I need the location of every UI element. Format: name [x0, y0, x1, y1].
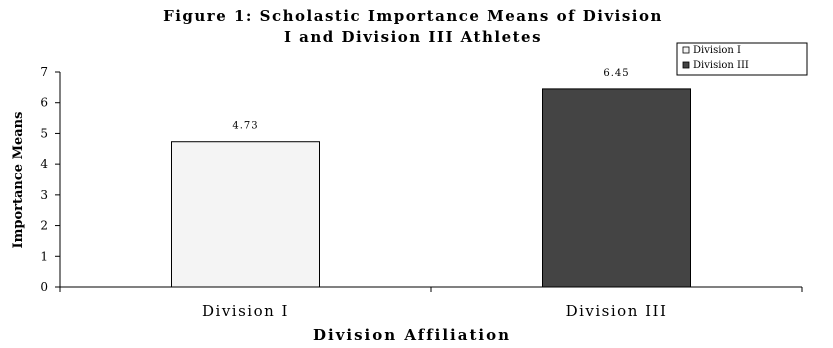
- bar-division-i: [171, 141, 320, 288]
- y-tick-label: 2: [40, 219, 48, 233]
- legend-label-division-iii: Division III: [693, 60, 749, 71]
- y-tick-label: 3: [40, 188, 48, 202]
- x-tick-label: Division III: [566, 302, 668, 320]
- y-tick-label: 0: [40, 280, 48, 294]
- bar-division-iii: [542, 88, 691, 288]
- x-tick-label: Division I: [202, 302, 289, 320]
- legend-swatch-division-i: [682, 46, 690, 54]
- data-label: 4.73: [232, 121, 258, 132]
- chart-title-line-2: I and Division III Athletes: [284, 28, 542, 46]
- y-axis-label: Importance Means: [11, 112, 26, 249]
- legend-swatch-division-iii: [682, 61, 690, 69]
- y-tick-label: 6: [40, 96, 48, 110]
- y-tick-label: 7: [40, 65, 48, 79]
- legend: Division I Division III: [676, 42, 808, 76]
- legend-box: [676, 42, 808, 76]
- y-tick-label: 5: [40, 126, 48, 140]
- legend-label-division-i: Division I: [693, 45, 741, 56]
- x-axis-label: Division Affiliation: [313, 326, 511, 343]
- y-tick-label: 4: [40, 157, 48, 171]
- data-label: 6.45: [603, 68, 629, 79]
- chart-title-line-1: Figure 1: Scholastic Importance Means of…: [163, 7, 663, 25]
- plot-area: 0 1 2 3 4 5 6 7 4.73 Division I 6.45 Division III: [40, 65, 803, 320]
- y-tick-label: 1: [40, 249, 48, 263]
